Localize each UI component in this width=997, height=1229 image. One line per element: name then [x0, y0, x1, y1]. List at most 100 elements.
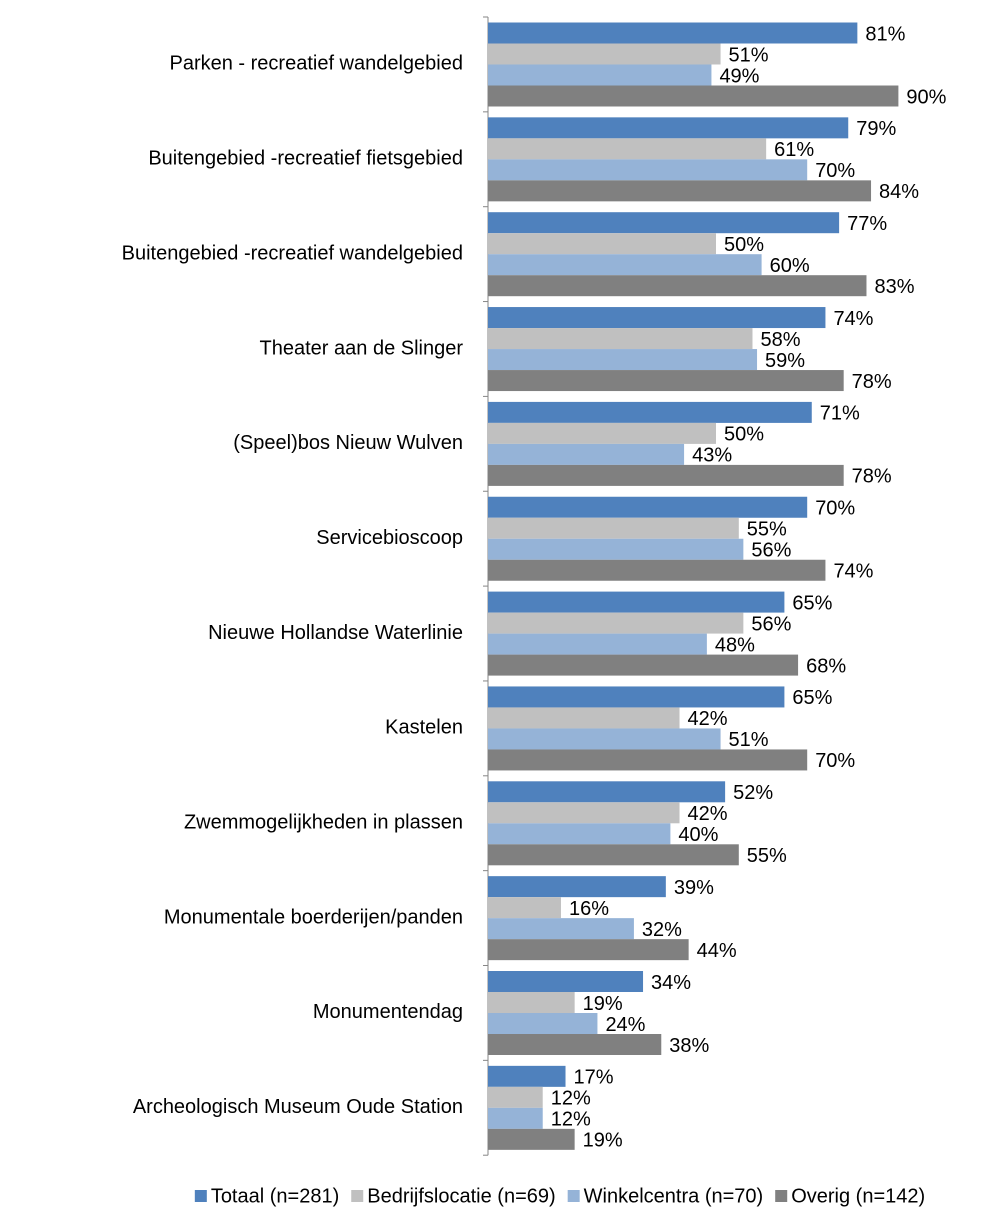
category-label: Servicebioscoop: [316, 527, 463, 549]
legend-swatch: [351, 1190, 364, 1202]
legend-label: Totaal (n=281): [211, 1185, 339, 1207]
bar: [488, 1086, 543, 1108]
data-label: 70%: [815, 750, 855, 772]
category-label: Kastelen: [385, 717, 463, 739]
data-label: 16%: [569, 898, 609, 920]
data-label: 50%: [724, 424, 764, 446]
category-label: (Speel)bos Nieuw Wulven: [233, 432, 463, 454]
legend-swatch: [194, 1190, 207, 1202]
bar: [488, 1128, 575, 1150]
data-label: 51%: [729, 44, 769, 66]
bar: [488, 1107, 543, 1129]
data-label: 19%: [583, 1130, 623, 1152]
bar: [488, 328, 753, 350]
bar: [488, 918, 634, 940]
category-label: Buitengebied -recreatief wandelgebied: [122, 242, 463, 264]
bar: [488, 686, 785, 708]
legend-label: Winkelcentra (n=70): [584, 1185, 764, 1207]
data-label: 79%: [856, 118, 896, 140]
bar: [488, 64, 712, 86]
data-label: 19%: [583, 993, 623, 1015]
data-label: 74%: [833, 308, 873, 330]
bar: [488, 117, 849, 139]
data-label: 81%: [865, 23, 905, 45]
bar: [488, 212, 840, 234]
category-label: Monumentendag: [313, 1001, 463, 1023]
bar: [488, 443, 685, 465]
legend-swatch: [567, 1190, 580, 1202]
bar: [488, 464, 844, 486]
bar: [488, 159, 808, 181]
data-label: 68%: [806, 655, 846, 677]
data-label: 78%: [852, 371, 892, 393]
legend-swatch: [775, 1190, 788, 1202]
data-label: 55%: [747, 845, 787, 867]
bar: [488, 781, 726, 803]
data-label: 56%: [751, 540, 791, 562]
data-label: 84%: [879, 181, 919, 203]
bar: [488, 1065, 566, 1087]
data-label: 65%: [792, 592, 832, 614]
bar: [488, 802, 680, 824]
bar: [488, 496, 808, 518]
data-label: 51%: [729, 729, 769, 751]
category-label: Buitengebied -recreatief fietsgebied: [148, 148, 463, 170]
bar: [488, 707, 680, 729]
data-label: 42%: [688, 803, 728, 825]
data-label: 65%: [792, 687, 832, 709]
data-label: 70%: [815, 160, 855, 182]
bar: [488, 349, 758, 371]
data-label: 70%: [815, 498, 855, 520]
data-label: 90%: [906, 86, 946, 108]
bar: [488, 538, 744, 560]
legend-label: Bedrijfslocatie (n=69): [367, 1185, 555, 1207]
bar: [488, 612, 744, 634]
bar: [488, 85, 899, 107]
data-label: 71%: [820, 403, 860, 425]
bar: [488, 728, 721, 750]
data-label: 50%: [724, 234, 764, 256]
data-label: 38%: [669, 1035, 709, 1057]
data-label: 55%: [747, 519, 787, 541]
bar: [488, 1013, 598, 1034]
category-label: Monumentale boerderijen/panden: [164, 906, 463, 928]
bar: [488, 559, 826, 581]
category-label: Theater aan de Slinger: [260, 337, 464, 359]
bar: [488, 823, 671, 845]
bar: [488, 138, 767, 160]
bar: [488, 591, 785, 613]
data-label: 78%: [852, 466, 892, 488]
bar: [488, 233, 716, 255]
bar: [488, 633, 707, 655]
bar: [488, 370, 844, 392]
bar: [488, 275, 867, 297]
category-label: Archeologisch Museum Oude Station: [133, 1096, 463, 1118]
data-label: 49%: [719, 65, 759, 87]
data-label: 58%: [760, 329, 800, 351]
bar: [488, 749, 808, 771]
bar: [488, 180, 872, 202]
data-label: 32%: [642, 919, 682, 941]
data-label: 43%: [692, 445, 732, 467]
data-label: 39%: [674, 877, 714, 899]
category-label: Zwemmogelijkheden in plassen: [184, 812, 463, 834]
data-label: 12%: [551, 1088, 591, 1110]
data-label: 44%: [697, 940, 737, 962]
bar: [488, 971, 644, 992]
bar: [488, 876, 666, 898]
bar: [488, 1034, 662, 1055]
bar: [488, 517, 739, 539]
data-label: 60%: [770, 255, 810, 277]
category-label: Nieuwe Hollandse Waterlinie: [208, 622, 463, 644]
bar: [488, 401, 812, 423]
bar: [488, 939, 689, 961]
bar: [488, 844, 739, 866]
data-label: 12%: [551, 1109, 591, 1131]
data-label: 17%: [574, 1067, 614, 1089]
data-label: 77%: [847, 213, 887, 235]
legend-label: Overig (n=142): [791, 1185, 925, 1207]
data-label: 34%: [651, 972, 691, 994]
data-label: 52%: [733, 782, 773, 804]
data-label: 61%: [774, 139, 814, 161]
